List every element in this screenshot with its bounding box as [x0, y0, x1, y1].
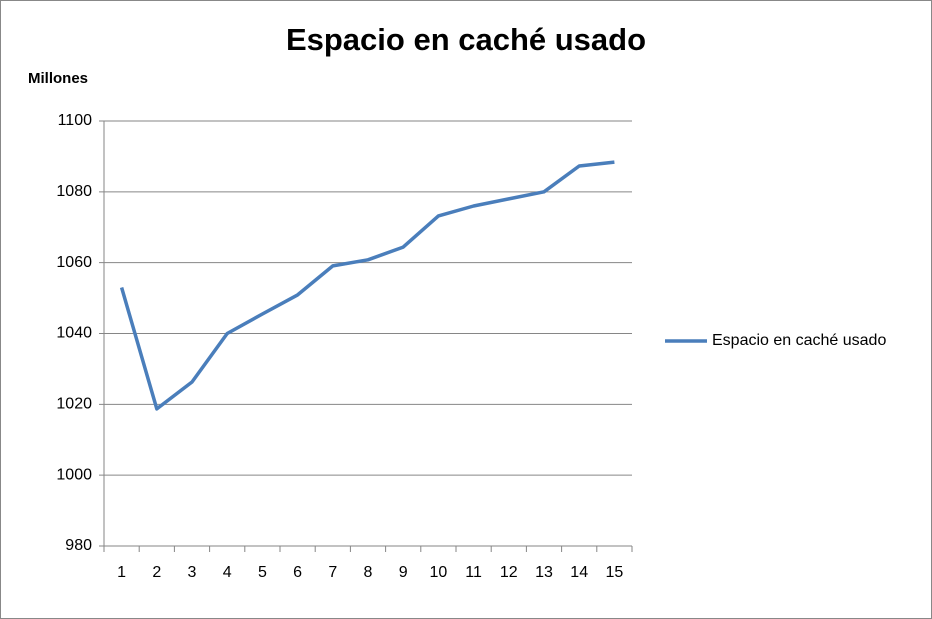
x-tick-label: 7	[328, 564, 337, 581]
legend-label: Espacio en caché usado	[712, 332, 886, 349]
y-tick-label: 1100	[58, 112, 93, 129]
y-axis-label: Millones	[28, 70, 88, 87]
x-tick-label: 12	[500, 564, 518, 581]
y-tick-label: 1060	[56, 254, 92, 271]
x-tick-label: 13	[535, 564, 553, 581]
y-tick-label: 1080	[56, 183, 92, 200]
x-tick-label: 9	[399, 564, 408, 581]
x-tick-label: 3	[188, 564, 197, 581]
x-tick-label: 14	[570, 564, 588, 581]
data-line	[119, 160, 615, 411]
x-tick-label: 10	[430, 564, 448, 581]
x-tick-label: 5	[258, 564, 267, 581]
y-tick-label: 1000	[56, 466, 92, 483]
chart-title: Espacio en caché usado	[286, 22, 646, 57]
x-tick-label: 6	[293, 564, 302, 581]
y-tick-label: 1020	[56, 396, 92, 413]
x-tick-label: 2	[152, 564, 161, 581]
y-tick-label: 980	[65, 537, 92, 554]
x-tick-label: 11	[465, 564, 482, 581]
x-tick-label: 15	[606, 564, 624, 581]
x-tick-label: 4	[223, 564, 232, 581]
x-tick-label: 1	[117, 564, 126, 581]
x-tick-label: 8	[364, 564, 373, 581]
y-tick-label: 1040	[56, 325, 92, 342]
